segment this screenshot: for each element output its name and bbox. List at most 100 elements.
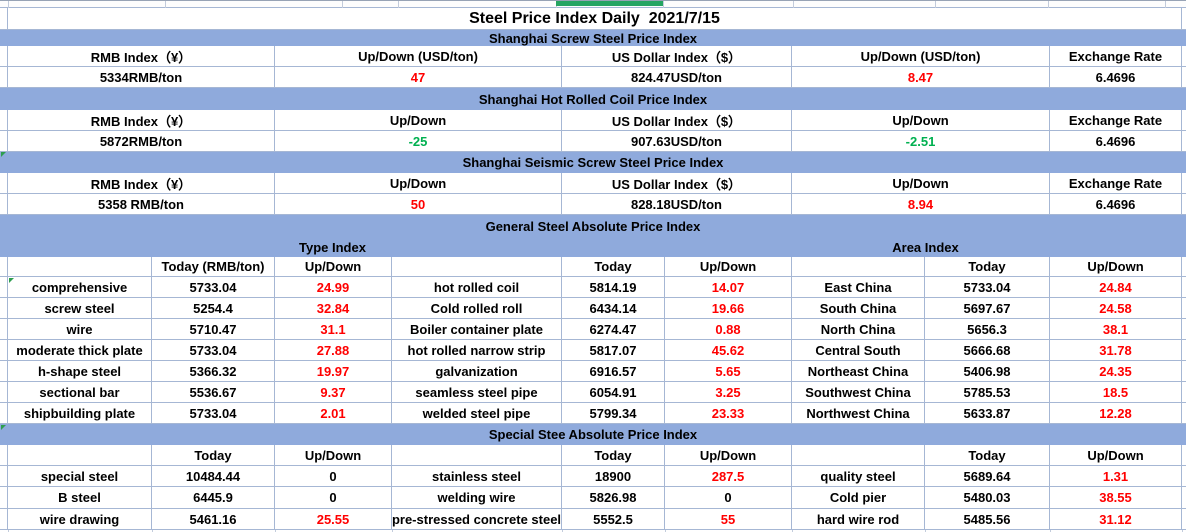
updown-value-cell[interactable]: 1.31 [1050, 466, 1182, 487]
updown-value-cell[interactable]: 0.88 [665, 319, 792, 340]
col-header-cell[interactable]: Up/Down [665, 445, 792, 466]
row-label-cell[interactable]: shipbuilding plate [8, 403, 152, 424]
today-value-cell[interactable]: 5785.53 [925, 382, 1050, 403]
group-header-area-index[interactable]: Area Index [665, 237, 1186, 257]
row-label-cell[interactable]: moderate thick plate [8, 340, 152, 361]
row-label-cell[interactable]: quality steel [792, 466, 925, 487]
row-label-cell[interactable]: screw steel [8, 298, 152, 319]
col-header-cell[interactable]: Up/Down [792, 110, 1050, 131]
col-header-cell[interactable]: RMB Index（¥） [8, 46, 275, 67]
today-value-cell[interactable]: 6054.91 [562, 382, 665, 403]
col-header-cell[interactable]: US Dollar Index（$） [562, 46, 792, 67]
gutter-cell[interactable] [0, 8, 8, 30]
gutter-cell[interactable] [1182, 361, 1186, 382]
col-header-cell[interactable] [8, 257, 152, 277]
updown-value-cell[interactable]: 24.58 [1050, 298, 1182, 319]
today-value-cell[interactable]: 5536.67 [152, 382, 275, 403]
today-value-cell[interactable]: 6434.14 [562, 298, 665, 319]
updown-value-cell[interactable]: 12.28 [1050, 403, 1182, 424]
col-header-cell[interactable] [392, 445, 562, 466]
col-header-cell[interactable]: Today [152, 445, 275, 466]
col-header-cell[interactable] [792, 257, 925, 277]
gutter-cell[interactable] [0, 298, 8, 319]
exchange-rate-value[interactable]: 6.4696 [1050, 131, 1182, 152]
today-value-cell[interactable]: 18900 [562, 466, 665, 487]
gutter-cell[interactable] [0, 173, 8, 194]
updown-value-cell[interactable]: 0 [665, 487, 792, 509]
row-label-cell[interactable]: B steel [8, 487, 152, 509]
row-label-cell[interactable]: South China [792, 298, 925, 319]
gutter-cell[interactable] [1182, 403, 1186, 424]
col-header-cell[interactable]: Up/Down [792, 173, 1050, 194]
gutter-cell[interactable] [1182, 257, 1186, 277]
rmb-updown-value[interactable]: 47 [275, 67, 562, 88]
updown-value-cell[interactable]: 25.55 [275, 509, 392, 530]
gutter-cell[interactable] [1182, 445, 1186, 466]
today-value-cell[interactable]: 5485.56 [925, 509, 1050, 530]
updown-value-cell[interactable]: 24.84 [1050, 277, 1182, 298]
green-highlight-cell[interactable] [556, 1, 663, 6]
col-header-cell[interactable]: Up/Down [1050, 257, 1182, 277]
row-label-cell[interactable]: h-shape steel [8, 361, 152, 382]
col-header-cell[interactable]: Today [925, 445, 1050, 466]
rmb-index-value[interactable]: 5358 RMB/ton [8, 194, 275, 215]
col-header-cell[interactable]: US Dollar Index（$） [562, 110, 792, 131]
row-label-cell[interactable]: welding wire [392, 487, 562, 509]
gutter-cell[interactable] [0, 110, 8, 131]
gutter-cell[interactable] [0, 361, 8, 382]
row-label-cell[interactable]: special steel [8, 466, 152, 487]
gutter-cell[interactable] [0, 194, 8, 215]
row-label-cell[interactable]: welded steel pipe [392, 403, 562, 424]
updown-value-cell[interactable]: 19.66 [665, 298, 792, 319]
gutter-cell[interactable] [1182, 8, 1186, 30]
updown-value-cell[interactable]: 19.97 [275, 361, 392, 382]
col-header-cell[interactable]: Up/Down [275, 445, 392, 466]
today-value-cell[interactable]: 5733.04 [152, 340, 275, 361]
row-label-cell[interactable]: wire drawing [8, 509, 152, 530]
updown-value-cell[interactable]: 31.1 [275, 319, 392, 340]
gutter-cell[interactable] [0, 340, 8, 361]
updown-value-cell[interactable]: 23.33 [665, 403, 792, 424]
today-value-cell[interactable]: 5633.87 [925, 403, 1050, 424]
page-title[interactable]: Steel Price Index Daily 2021/7/15 [8, 8, 1182, 30]
gutter-cell[interactable] [0, 319, 8, 340]
col-header-cell[interactable]: RMB Index（¥） [8, 173, 275, 194]
today-value-cell[interactable]: 5733.04 [152, 277, 275, 298]
row-label-cell[interactable]: East China [792, 277, 925, 298]
col-header-cell[interactable] [792, 445, 925, 466]
gutter-cell[interactable] [0, 257, 8, 277]
row-label-cell[interactable]: Northeast China [792, 361, 925, 382]
gutter-cell[interactable] [1182, 487, 1186, 509]
gutter-cell[interactable] [1182, 131, 1186, 152]
updown-value-cell[interactable]: 14.07 [665, 277, 792, 298]
section-band-title[interactable]: Shanghai Seismic Screw Steel Price Index [0, 152, 1186, 173]
gutter-cell[interactable] [0, 46, 8, 67]
top-cell-strip[interactable] [0, 0, 1186, 8]
gutter-cell[interactable] [1182, 466, 1186, 487]
today-value-cell[interactable]: 5710.47 [152, 319, 275, 340]
today-value-cell[interactable]: 5254.4 [152, 298, 275, 319]
rmb-index-value[interactable]: 5334RMB/ton [8, 67, 275, 88]
row-label-cell[interactable]: hot rolled coil [392, 277, 562, 298]
updown-value-cell[interactable]: 32.84 [275, 298, 392, 319]
updown-value-cell[interactable]: 5.65 [665, 361, 792, 382]
today-value-cell[interactable]: 10484.44 [152, 466, 275, 487]
col-header-cell[interactable]: Exchange Rate [1050, 110, 1182, 131]
updown-value-cell[interactable]: 287.5 [665, 466, 792, 487]
gutter-cell[interactable] [1182, 277, 1186, 298]
row-label-cell[interactable]: stainless steel [392, 466, 562, 487]
today-value-cell[interactable]: 5552.5 [562, 509, 665, 530]
gutter-cell[interactable] [0, 67, 8, 88]
rmb-updown-value[interactable]: 50 [275, 194, 562, 215]
col-header-cell[interactable]: US Dollar Index（$） [562, 173, 792, 194]
today-value-cell[interactable]: 6916.57 [562, 361, 665, 382]
exchange-rate-value[interactable]: 6.4696 [1050, 194, 1182, 215]
section-band-title[interactable]: Special Stee Absolute Price Index [0, 424, 1186, 445]
row-label-cell[interactable]: galvanization [392, 361, 562, 382]
group-header-type-index[interactable]: Type Index [0, 237, 665, 257]
gutter-cell[interactable] [0, 382, 8, 403]
row-label-cell[interactable]: Cold pier [792, 487, 925, 509]
gutter-cell[interactable] [1182, 319, 1186, 340]
col-header-cell[interactable]: Up/Down [275, 257, 392, 277]
rmb-index-value[interactable]: 5872RMB/ton [8, 131, 275, 152]
